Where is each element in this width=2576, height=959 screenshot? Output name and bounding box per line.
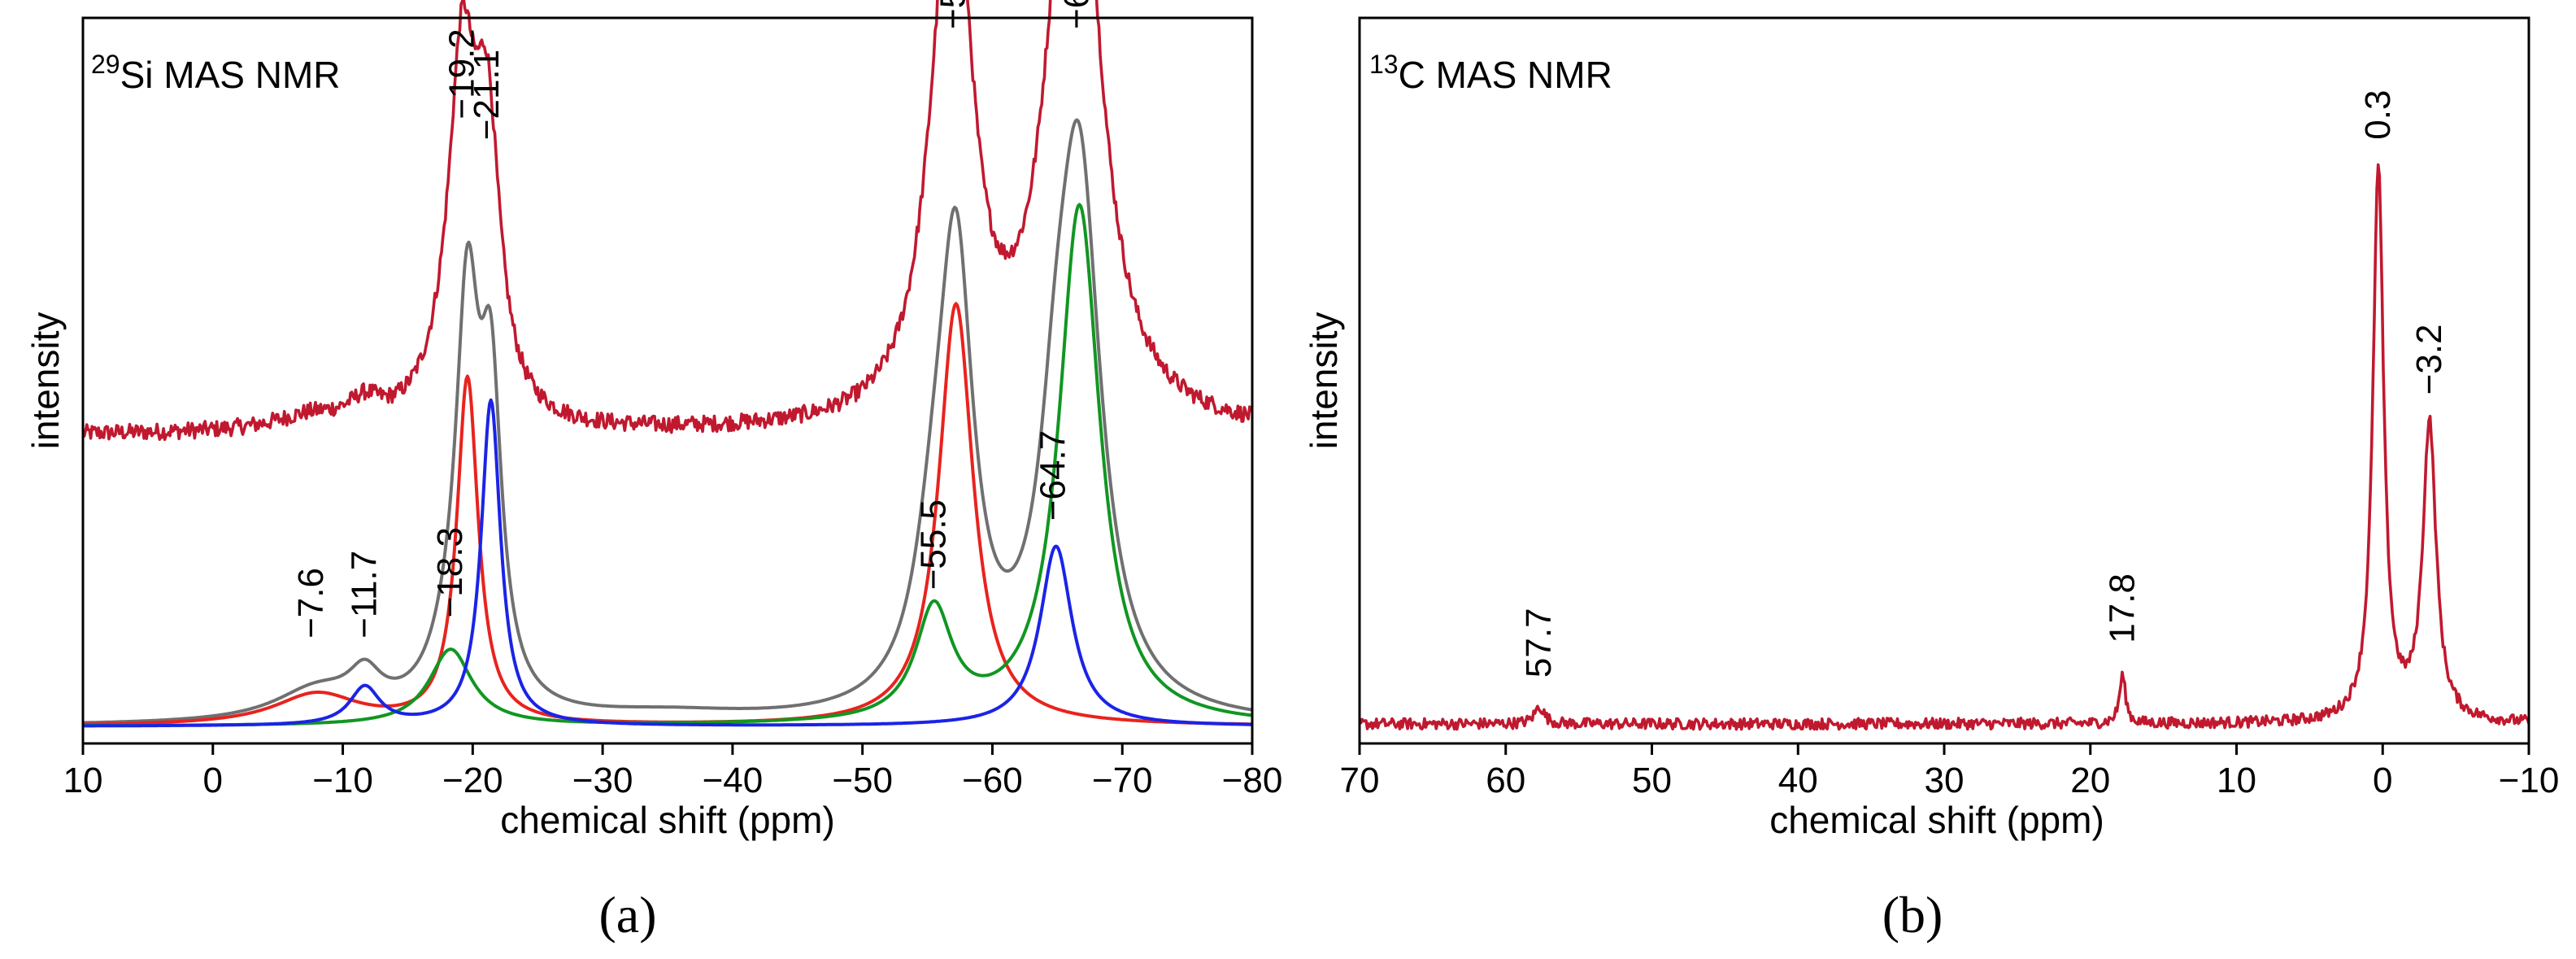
- peak-label: −55.5: [914, 499, 954, 590]
- x-tick-label: −80: [1222, 761, 1283, 800]
- x-tick-label: 10: [63, 761, 103, 800]
- peak-label: 17.8: [2102, 573, 2142, 643]
- x-tick-label: −50: [832, 761, 893, 800]
- peak-label: −11.7: [345, 551, 385, 639]
- series-line-sum-of-fit: [82, 118, 1253, 725]
- peak-label: −3.2: [2409, 325, 2449, 395]
- panel-title: 13C MAS NMR: [1369, 50, 1612, 96]
- x-tick-label: 70: [1340, 761, 1380, 800]
- peak-label: −7.6: [291, 568, 331, 639]
- series-line-experimental: [81, 0, 1254, 442]
- peak-label: −21.1: [467, 50, 507, 140]
- y-axis-label: intensity: [1303, 312, 1345, 450]
- panel-b-13c-nmr: 70 60 50 40 30 20 10 0 −10 57.7 17.8 0.3 −3.2 13C M…: [1303, 16, 2560, 944]
- x-tick-label: 30: [1925, 761, 1965, 800]
- x-tick-label: 20: [2070, 761, 2110, 800]
- peak-label: −66.5: [1056, 0, 1096, 29]
- x-tick-label: −30: [572, 761, 633, 800]
- x-tick-label: −70: [1092, 761, 1153, 800]
- x-tick-label: −10: [312, 761, 373, 800]
- x-tick-label: 10: [2217, 761, 2256, 800]
- series-line-fit-component-blue: [82, 398, 1253, 728]
- y-axis-label: intensity: [24, 312, 67, 450]
- x-tick-label: 40: [1778, 761, 1818, 800]
- series-line-experimental: [1358, 163, 2530, 731]
- panel-caption: (a): [598, 886, 656, 944]
- peak-label: 0.3: [2358, 90, 2398, 140]
- peak-label: −18.3: [430, 527, 470, 617]
- x-tick-label: −20: [442, 761, 503, 800]
- plot-frame: [81, 16, 1254, 745]
- peak-label: −19.2: [442, 28, 482, 119]
- x-axis-label: chemical shift (ppm): [500, 799, 835, 841]
- peak-label: 57.7: [1519, 608, 1559, 678]
- panel-caption: (b): [1882, 886, 1943, 944]
- x-tick-label: 50: [1632, 761, 1672, 800]
- x-tick-label: −60: [962, 761, 1023, 800]
- panel-a-29si-nmr: 10 0 −10 −20 −30 −40 −50 −60 −70 −80 −7.6 −11.7 −18…: [24, 0, 1282, 944]
- panel-title: 29Si MAS NMR: [91, 50, 341, 96]
- x-tick-label: 0: [2373, 761, 2392, 800]
- x-tick-label: −40: [703, 761, 764, 800]
- x-tick-label: 60: [1486, 761, 1525, 800]
- x-tick-label: −10: [2499, 761, 2560, 800]
- series-line-fit-component-red: [82, 302, 1253, 726]
- x-tick-label: 0: [203, 761, 223, 800]
- peak-label: −64.7: [1033, 430, 1073, 521]
- peak-label: −57.0: [933, 0, 973, 29]
- x-axis-label: chemical shift (ppm): [1769, 799, 2104, 841]
